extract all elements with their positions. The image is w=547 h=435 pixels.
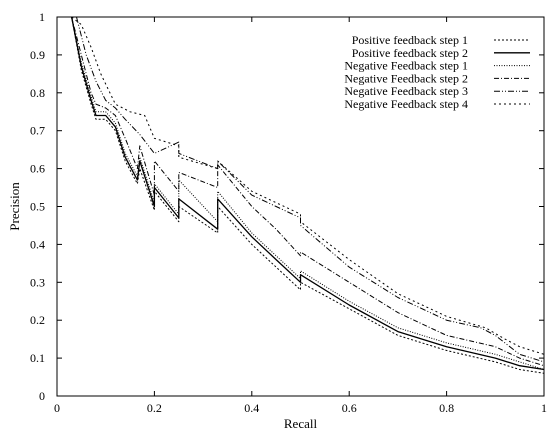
x-tick-label: 0.6 xyxy=(342,401,357,415)
series-line-2 xyxy=(70,16,545,371)
x-tick-label: 1 xyxy=(541,401,547,415)
y-tick-label: 0 xyxy=(39,389,45,403)
series-line-1 xyxy=(71,16,545,374)
series-layer xyxy=(70,16,545,374)
legend-label: Positive feedback step 2 xyxy=(352,46,468,60)
axis-ticks: 0 0.2 0.4 0.6 0.8 1 0 0.1 0.2 0.3 0.4 0.5 0.6 0.7 0.8 0… xyxy=(30,10,547,415)
y-tick-label: 0.2 xyxy=(30,313,45,327)
y-tick-label: 1 xyxy=(39,10,45,24)
x-axis-label: Recall xyxy=(284,416,318,430)
legend-label: Negative Feedback step 1 xyxy=(344,59,468,73)
legend-label: Negative Feedback step 3 xyxy=(344,84,468,98)
y-tick-label: 0.6 xyxy=(30,162,45,176)
y-tick-label: 0.1 xyxy=(30,351,45,365)
x-tick-label: 0.4 xyxy=(244,401,259,415)
x-tick-label: 0.8 xyxy=(439,401,454,415)
series-line-3 xyxy=(71,16,545,370)
series-line-4 xyxy=(71,16,545,367)
plot-frame xyxy=(56,16,545,397)
y-tick-label: 0.4 xyxy=(30,237,45,251)
x-tick-label: 0.2 xyxy=(147,401,162,415)
y-tick-label: 0.8 xyxy=(30,86,45,100)
y-tick-label: 0.3 xyxy=(30,275,45,289)
legend-label: Negative Feedback step 2 xyxy=(344,71,468,85)
legend-label: Positive feedback step 1 xyxy=(352,33,468,47)
y-tick-label: 0.5 xyxy=(30,200,45,214)
legend-label: Negative Feedback step 4 xyxy=(344,97,468,111)
y-tick-label: 0.7 xyxy=(30,124,45,138)
x-tick-label: 0 xyxy=(54,401,60,415)
y-axis-label: Precision xyxy=(7,182,22,231)
series-line-6 xyxy=(71,16,545,355)
y-tick-label: 0.9 xyxy=(30,48,45,62)
